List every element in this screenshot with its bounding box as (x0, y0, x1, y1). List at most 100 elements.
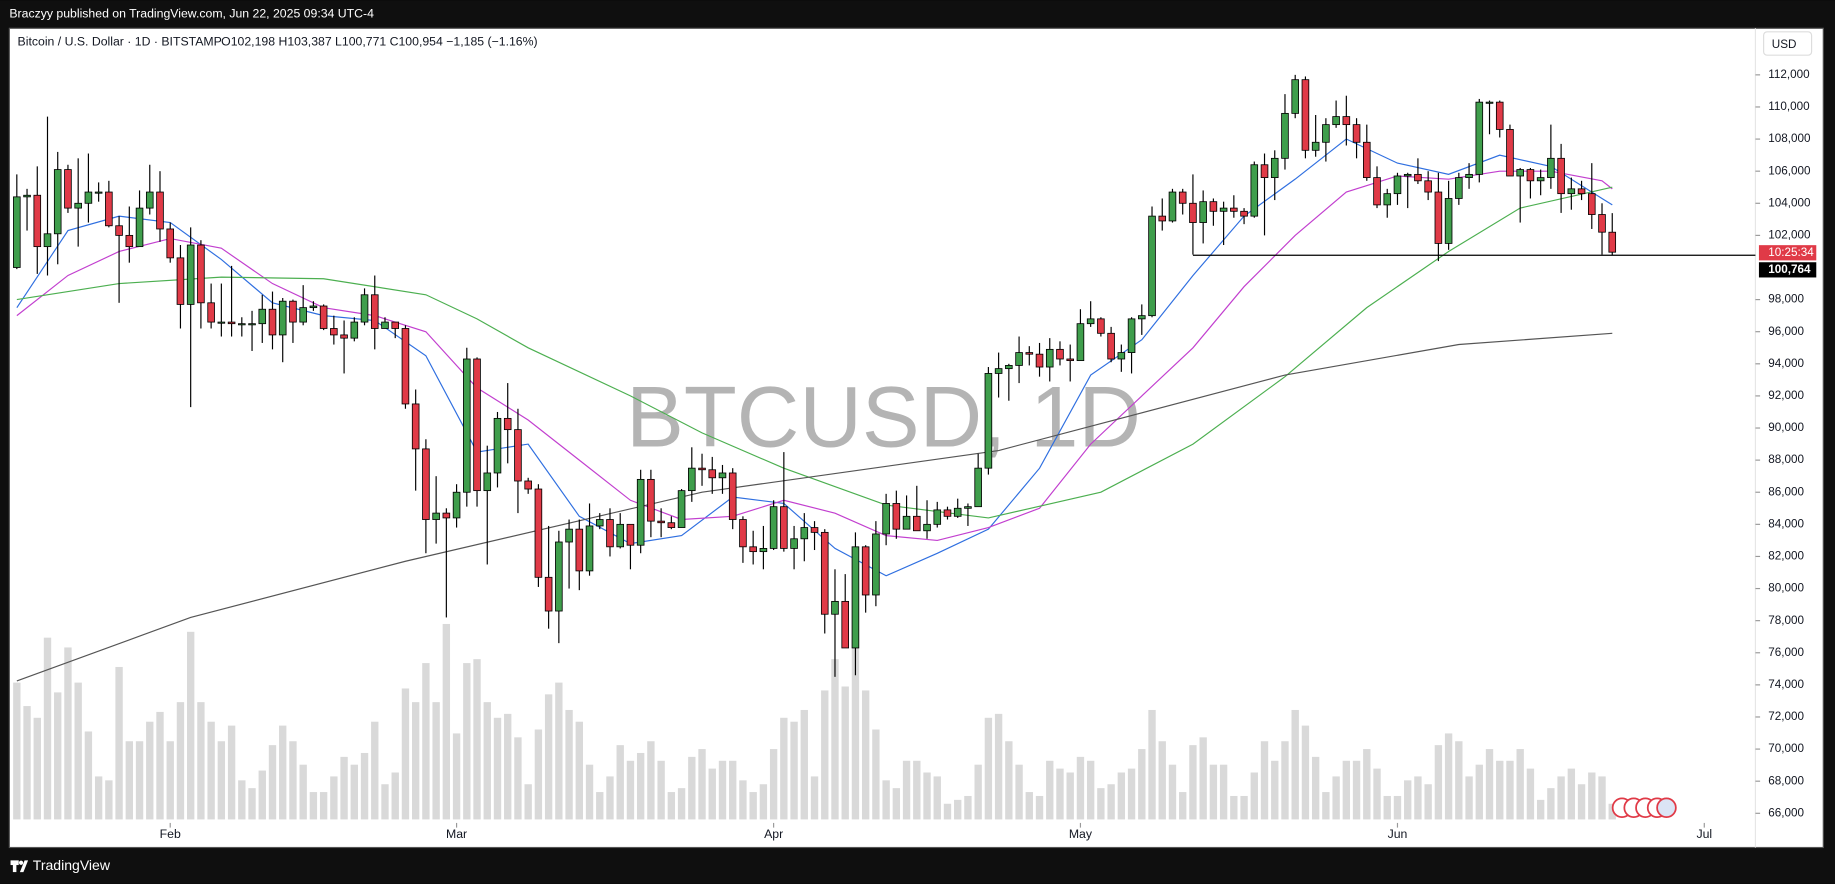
candle-body (258, 308, 267, 325)
candle (422, 439, 430, 554)
volume-bar (33, 717, 41, 820)
candle-body (820, 531, 829, 615)
volume-bar (974, 764, 982, 820)
y-tick-label: 104,000 (1768, 196, 1811, 209)
candle (330, 315, 338, 345)
volume-bar (933, 776, 941, 820)
candle-body (1107, 332, 1115, 360)
candle-body (1260, 164, 1269, 179)
volume-bar (1506, 760, 1514, 820)
candle (360, 288, 369, 326)
volume-bar (943, 803, 952, 820)
candle-body (657, 520, 665, 524)
brand: TradingView (33, 857, 111, 873)
volume-bar (23, 706, 31, 820)
candle-body (74, 202, 82, 209)
volume-bar (1260, 741, 1269, 820)
volume-bar (913, 760, 921, 820)
volume-bar (698, 749, 706, 820)
y-tick-label: 90,000 (1768, 421, 1804, 434)
volume-bar (483, 702, 491, 820)
candle-body (1301, 79, 1310, 151)
candle-body (1383, 193, 1392, 206)
volume-bar (1076, 756, 1085, 820)
candle (647, 469, 655, 538)
candle (463, 347, 471, 507)
candle-body (23, 194, 31, 198)
candle (1066, 344, 1074, 382)
volume-bar (1189, 745, 1197, 820)
volume-bar (555, 682, 563, 820)
candle (1270, 150, 1279, 201)
candle-body (790, 538, 798, 549)
volume-bar (146, 721, 154, 820)
y-tick-label: 94,000 (1768, 357, 1804, 370)
candle-body (544, 576, 553, 612)
candle-body (1219, 207, 1228, 212)
candle-body (1138, 315, 1146, 320)
candle (1291, 74, 1299, 119)
candle-body (933, 509, 942, 525)
volume-bar (667, 792, 676, 820)
candle-body (1332, 116, 1340, 126)
candle-body (810, 527, 819, 533)
candle (156, 171, 164, 242)
candle (626, 523, 635, 570)
volume-bar (1342, 760, 1351, 820)
volume-bar (964, 795, 972, 820)
volume-bar (94, 776, 103, 820)
candle (1393, 172, 1402, 205)
volume-bar (176, 702, 185, 820)
candle-body (33, 194, 42, 248)
candle-body (503, 417, 512, 431)
candle (606, 508, 614, 557)
y-tick-label: 110,000 (1768, 100, 1810, 113)
y-tick-label: 76,000 (1768, 646, 1804, 659)
candle-body (227, 321, 236, 325)
candle (74, 158, 82, 247)
candle (289, 299, 297, 343)
candle (1506, 124, 1514, 177)
volume-bar (1516, 749, 1524, 820)
volume-bar (861, 690, 870, 820)
candle (1475, 98, 1484, 183)
candle-body (1322, 124, 1330, 143)
candle (33, 166, 42, 274)
candle (1209, 198, 1218, 226)
volume-bar (994, 713, 1003, 820)
price-line-box (1758, 262, 1817, 278)
candle (1485, 100, 1494, 135)
candle-body (64, 169, 72, 209)
x-tick-label: Apr (764, 827, 783, 841)
candle-body (728, 472, 737, 520)
event-icons[interactable] (1611, 797, 1677, 818)
candle-body (1270, 157, 1279, 179)
volume-bar (647, 741, 655, 820)
volume-bar (1383, 795, 1391, 820)
currency-box[interactable] (1763, 31, 1813, 56)
candle (902, 495, 911, 530)
volume-bar (984, 717, 993, 820)
candle-body (432, 512, 440, 520)
candle (1035, 342, 1044, 377)
event-icon[interactable] (1656, 797, 1677, 818)
candle (1434, 172, 1443, 262)
volume-bar (299, 764, 307, 820)
candle-body (1291, 79, 1299, 114)
candle (1444, 180, 1453, 250)
currency[interactable]: USD (1772, 38, 1797, 51)
candle-body (473, 358, 481, 492)
volume-bar (1097, 788, 1105, 820)
candle (1598, 203, 1606, 255)
volume-bar (1117, 772, 1126, 820)
candle-body (913, 515, 921, 532)
volume-bar (319, 792, 328, 820)
y-tick-label: 88,000 (1768, 453, 1804, 466)
y-tick-label: 82,000 (1768, 550, 1804, 563)
chart-title: Bitcoin / U.S. Dollar · 1D · BITSTAMP (18, 35, 222, 49)
candle-body (1097, 318, 1105, 334)
candle (84, 153, 93, 223)
logo-part (10, 860, 19, 866)
volume-bar (1271, 760, 1279, 820)
candle-body (391, 321, 400, 329)
